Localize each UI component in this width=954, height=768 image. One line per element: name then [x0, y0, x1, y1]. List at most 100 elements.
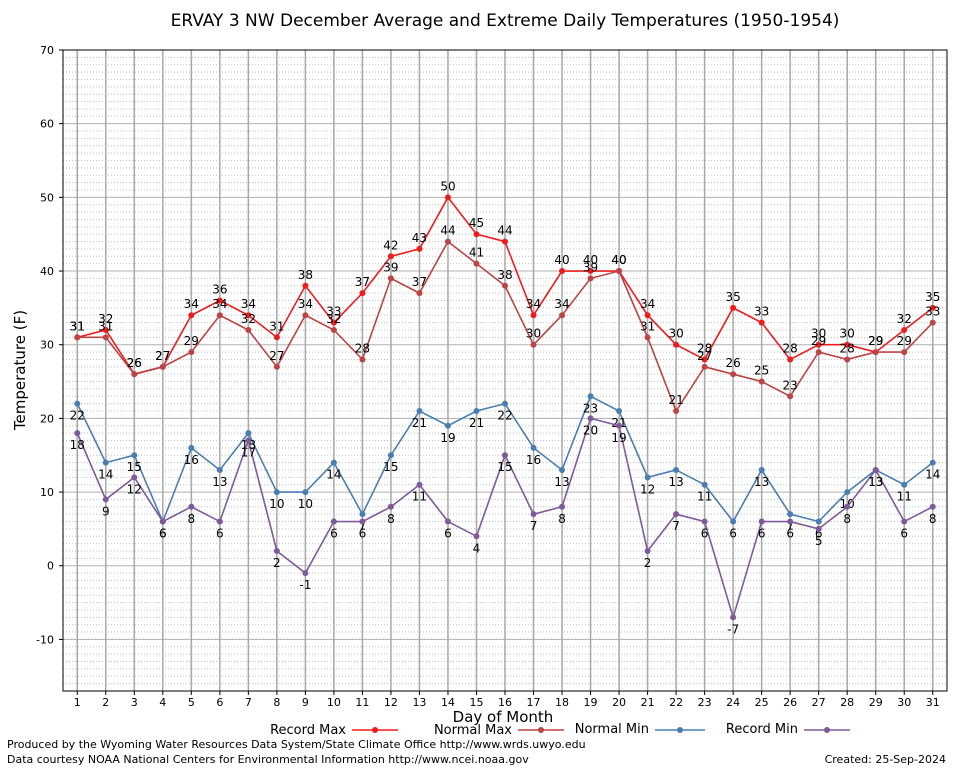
normal-min-data-label: 11 — [897, 490, 912, 504]
legend-marker-record-min — [824, 727, 830, 733]
record-min-point — [559, 503, 566, 510]
normal-min-data-label: 7 — [359, 519, 367, 533]
normal-max-data-label: 39 — [383, 260, 398, 274]
record-min-point — [644, 548, 651, 555]
record-max-point — [330, 319, 337, 326]
normal-min-data-label: 22 — [70, 409, 85, 423]
normal-min-point — [673, 466, 680, 473]
record-min-data-label: 6 — [701, 527, 709, 541]
normal-max-data-label: 27 — [155, 349, 170, 363]
record-min-data-label: 13 — [868, 475, 883, 489]
normal-min-point — [929, 459, 936, 466]
x-tick-label: 24 — [726, 696, 740, 709]
x-tick-label: 4 — [159, 696, 166, 709]
record-min-data-label: 8 — [929, 512, 937, 526]
record-max-point — [701, 356, 708, 363]
record-max-point — [815, 341, 822, 348]
normal-min-data-label: 13 — [754, 475, 769, 489]
record-min-data-label: 17 — [241, 445, 256, 459]
normal-max-data-label: 41 — [469, 246, 484, 260]
normal-max-point — [701, 363, 708, 370]
record-max-data-label: 34 — [241, 297, 256, 311]
record-min-data-label: 4 — [473, 541, 481, 555]
normal-max-data-label: 39 — [583, 260, 598, 274]
y-tick-label: 50 — [40, 191, 54, 204]
record-min-data-label: 6 — [216, 527, 224, 541]
normal-min-point — [559, 466, 566, 473]
record-min-point — [387, 503, 394, 510]
record-max-point — [673, 341, 680, 348]
normal-max-point — [730, 371, 737, 378]
record-max-point — [444, 194, 451, 201]
normal-max-point — [616, 268, 623, 275]
x-tick-label: 2 — [102, 696, 109, 709]
record-min-data-label: 7 — [672, 519, 680, 533]
normal-min-point — [102, 459, 109, 466]
normal-min-point — [844, 489, 851, 496]
x-tick-label: 13 — [412, 696, 426, 709]
normal-min-point — [387, 452, 394, 459]
x-tick-label: 23 — [698, 696, 712, 709]
record-min-data-label: 6 — [330, 527, 338, 541]
record-min-data-label: 8 — [188, 512, 196, 526]
normal-max-data-label: 40 — [611, 253, 626, 267]
record-max-data-label: 34 — [184, 297, 199, 311]
normal-min-data-label: 13 — [554, 475, 569, 489]
normal-max-data-label: 28 — [355, 341, 370, 355]
normal-min-point — [74, 400, 81, 407]
normal-min-point — [616, 408, 623, 415]
record-max-point — [102, 326, 109, 333]
record-max-data-label: 31 — [70, 319, 85, 333]
record-min-point — [844, 503, 851, 510]
normal-min-data-label: 15 — [127, 460, 142, 474]
normal-min-point — [245, 430, 252, 437]
y-tick-label: -10 — [36, 633, 54, 646]
footer-data-source: Data courtesy NOAA National Centers for … — [7, 753, 529, 766]
x-tick-label: 11 — [355, 696, 369, 709]
record-min-data-label: -1 — [299, 578, 311, 592]
normal-max-data-label: 26 — [725, 356, 740, 370]
record-max-point — [273, 334, 280, 341]
record-max-point — [216, 297, 223, 304]
record-min-data-label: 20 — [583, 423, 598, 437]
record-max-point — [530, 312, 537, 319]
record-min-data-label: 19 — [611, 431, 626, 445]
x-tick-label: 29 — [869, 696, 883, 709]
y-axis-label: Temperature (F) — [11, 310, 29, 431]
normal-max-point — [559, 312, 566, 319]
record-max-data-label: 44 — [497, 224, 512, 238]
record-min-point — [245, 437, 252, 444]
record-max-data-label: 27 — [155, 349, 170, 363]
record-max-data-label: 29 — [868, 334, 883, 348]
record-max-data-label: 38 — [298, 268, 313, 282]
legend: Record Max Normal Max Normal Min Record Min — [270, 722, 850, 738]
normal-max-data-label: 29 — [184, 334, 199, 348]
normal-max-point — [872, 349, 879, 356]
record-min-data-label: 6 — [900, 527, 908, 541]
normal-min-data-label: 6 — [159, 527, 167, 541]
normal-max-point — [758, 378, 765, 385]
normal-max-point — [330, 326, 337, 333]
normal-min-point — [530, 444, 537, 451]
record-max-point — [929, 304, 936, 311]
record-min-point — [330, 518, 337, 525]
normal-min-data-label: 19 — [440, 431, 455, 445]
record-max-point — [416, 245, 423, 252]
legend-marker-normal-min — [677, 727, 683, 733]
record-max-data-label: 26 — [127, 356, 142, 370]
legend-label-normal-max: Normal Max — [434, 723, 512, 738]
normal-max-data-label: 29 — [897, 334, 912, 348]
chart-title: ERVAY 3 NW December Average and Extreme … — [171, 11, 840, 31]
normal-max-point — [159, 363, 166, 370]
legend-label-record-min: Record Min — [726, 722, 798, 737]
record-min-point — [616, 422, 623, 429]
normal-min-point — [131, 452, 138, 459]
normal-min-data-label: 14 — [326, 468, 341, 482]
record-max-data-label: 31 — [269, 319, 284, 333]
normal-max-data-label: 33 — [925, 305, 940, 319]
record-min-data-label: 9 — [102, 504, 110, 518]
normal-min-data-label: 7 — [786, 519, 794, 533]
normal-max-point — [216, 312, 223, 319]
